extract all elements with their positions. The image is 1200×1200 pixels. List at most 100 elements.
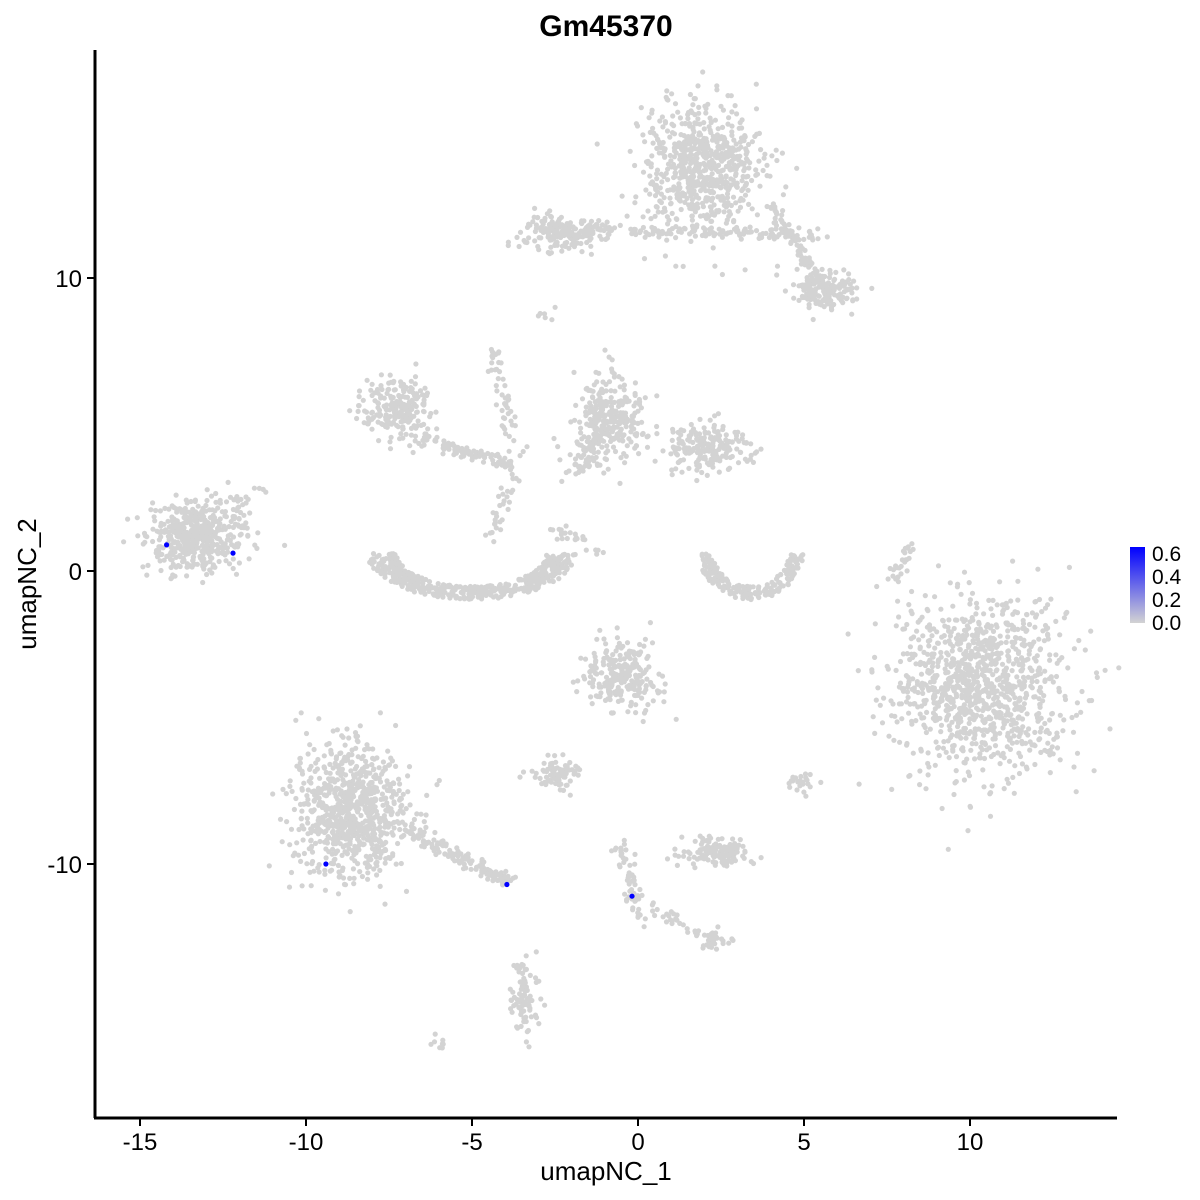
cell-point — [401, 401, 407, 407]
cell-point — [715, 436, 721, 443]
cell-point — [226, 561, 233, 567]
cell-point — [926, 643, 932, 649]
cell-point — [713, 134, 719, 140]
cell-point — [294, 840, 300, 846]
cell-point — [912, 652, 918, 658]
cell-point — [703, 110, 709, 116]
cell-point — [909, 718, 915, 724]
cell-point — [981, 755, 988, 762]
cell-point — [971, 640, 977, 646]
cell-point — [173, 492, 179, 498]
cell-point — [707, 417, 713, 423]
cell-point — [1042, 677, 1048, 683]
cell-point — [692, 140, 698, 147]
cell-point — [396, 787, 402, 794]
cell-point — [566, 245, 572, 251]
cell-point — [941, 739, 947, 745]
cell-point — [400, 418, 406, 424]
cell-point — [958, 591, 964, 597]
cell-point — [348, 797, 354, 803]
cell-point — [165, 518, 171, 524]
cell-point — [945, 846, 951, 852]
cell-point — [710, 452, 716, 458]
cell-point — [805, 296, 811, 302]
cell-point — [333, 754, 340, 760]
cell-point — [678, 132, 684, 138]
cell-point — [930, 687, 937, 693]
cell-point — [716, 469, 722, 475]
cell-point — [393, 401, 399, 407]
cell-point — [685, 437, 691, 443]
cell-point — [692, 865, 698, 871]
cell-point — [974, 651, 981, 657]
cell-point — [879, 720, 886, 726]
cell-point — [589, 701, 595, 707]
cell-point — [538, 235, 544, 241]
cell-point — [190, 557, 196, 563]
cell-point — [594, 222, 600, 228]
cell-point — [640, 670, 646, 677]
cell-point — [1001, 719, 1007, 726]
cell-point — [923, 729, 930, 736]
cell-point — [769, 231, 776, 237]
cell-point — [157, 508, 163, 514]
cell-point — [527, 993, 533, 999]
cell-point — [680, 441, 686, 447]
cell-point — [347, 875, 353, 882]
cell-point — [966, 696, 972, 702]
cell-point — [968, 708, 974, 715]
cell-point — [685, 109, 692, 116]
cell-point — [971, 717, 977, 723]
cell-point — [981, 727, 987, 733]
cell-point — [974, 705, 980, 711]
cell-point — [688, 421, 694, 428]
cell-point — [764, 173, 770, 179]
cell-point — [418, 811, 424, 817]
cell-point — [351, 824, 357, 830]
cell-point — [667, 195, 673, 201]
cell-point — [893, 623, 899, 629]
cell-point — [982, 637, 989, 643]
cell-point — [584, 239, 590, 246]
cell-point — [989, 783, 995, 789]
cell-point — [396, 776, 402, 782]
cell-point — [168, 544, 174, 550]
cell-point — [408, 378, 414, 384]
cell-point — [1026, 651, 1032, 657]
cell-point — [618, 426, 624, 432]
cell-point — [645, 208, 651, 214]
cell-point — [1064, 609, 1070, 616]
cell-point — [975, 661, 981, 667]
cell-point — [412, 433, 419, 439]
cell-point — [1029, 742, 1035, 748]
cell-point — [984, 642, 990, 648]
cell-point — [738, 449, 744, 455]
cell-point — [990, 721, 997, 727]
cell-point — [982, 677, 988, 684]
cell-point — [982, 656, 988, 662]
cell-point — [1082, 647, 1088, 653]
cell-point — [392, 387, 398, 393]
cell-point — [796, 225, 802, 231]
cell-point — [399, 802, 405, 809]
cell-point — [204, 497, 210, 504]
cell-point — [338, 830, 344, 837]
cell-point — [167, 535, 173, 542]
cell-point — [966, 642, 972, 648]
cell-point — [407, 802, 413, 808]
cell-point — [612, 388, 618, 394]
cell-point — [712, 862, 718, 868]
cell-point — [354, 738, 360, 744]
cell-point — [587, 416, 593, 422]
cell-point — [662, 208, 668, 214]
cell-point — [353, 745, 359, 751]
cell-point — [600, 659, 606, 665]
cell-point — [1056, 657, 1062, 663]
cell-point — [669, 130, 676, 136]
cell-point — [396, 410, 402, 416]
cell-point — [989, 642, 995, 648]
cell-point — [641, 689, 648, 696]
cell-point — [395, 840, 401, 847]
cell-point — [992, 701, 998, 707]
